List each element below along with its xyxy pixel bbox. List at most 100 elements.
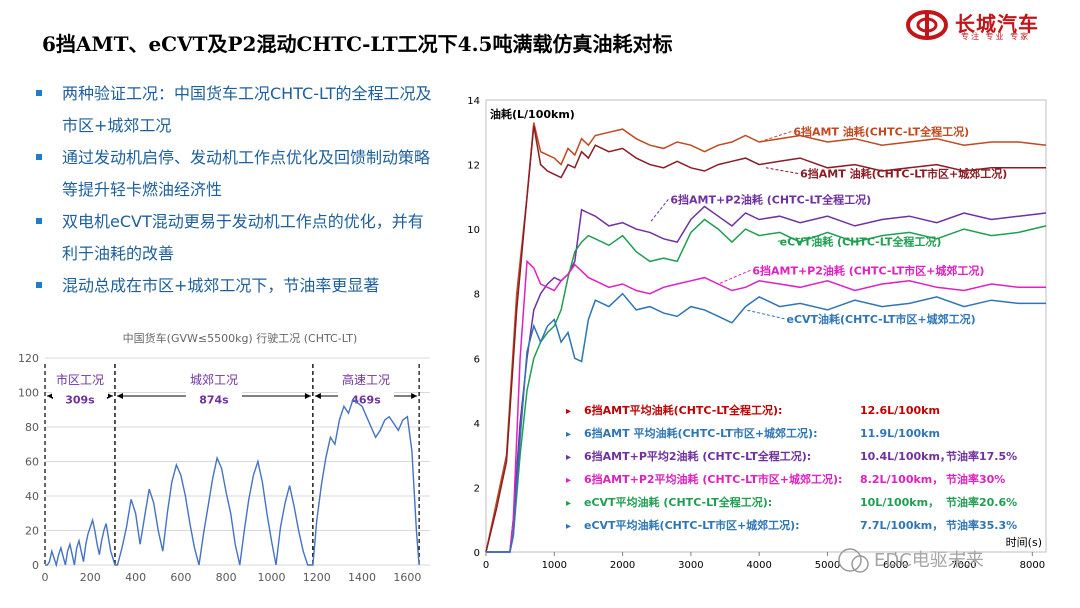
segment-name: 高速工况	[342, 372, 390, 387]
watermark-wechat-icon	[838, 548, 862, 572]
summary-value: 10L/100km，	[860, 496, 939, 509]
cycle-x-tick-label: 1600	[393, 571, 421, 584]
cycle-x-tick-label: 1400	[348, 571, 376, 584]
fuel-series-line	[486, 205, 1047, 553]
bullet-square-icon	[36, 282, 42, 288]
summary-label: eCVT平均油耗 (CHTC-LT全程工况):	[584, 495, 772, 509]
segment-arrowhead	[314, 392, 321, 399]
segment-duration: 874s	[199, 394, 229, 407]
cycle-x-tick-label: 400	[125, 571, 146, 584]
segment-duration: 309s	[65, 394, 95, 407]
summary-label: 6挡AMT+P2平均油耗 (CHTC-LT市区+城郊工况):	[584, 472, 842, 486]
cycle-y-tick-label: 40	[25, 490, 39, 503]
series-callout-arrow	[745, 309, 785, 320]
summary-bullet-icon: ▸	[566, 429, 571, 440]
segment-label-bg	[185, 364, 242, 397]
summary-value: 12.6L/100km	[860, 404, 940, 417]
series-callout-arrow	[765, 167, 799, 174]
bullet-list: 两种验证工况：中国货车工况CHTC-LT的全程工况及市区+城郊工况 通过发动机启…	[36, 78, 436, 302]
bullet-text: 混动总成在市区+城郊工况下，节油率更显著	[62, 276, 380, 295]
segment-name: 市区工况	[56, 372, 104, 387]
series-callout-arrow	[717, 269, 751, 285]
fuel-x-tick-label: 8000	[1020, 560, 1045, 571]
series-callout-label: 6挡AMT 油耗(CHTC-LT全程工况)	[793, 125, 969, 139]
fuel-series-line	[485, 122, 1047, 553]
cycle-y-tick-label: 80	[25, 421, 39, 434]
segment-duration: 469s	[351, 394, 381, 407]
fuel-y-tick-label: 14	[467, 96, 480, 107]
plot-area	[485, 99, 1047, 553]
summary-saving: 节油率17.5%	[946, 449, 1017, 463]
series-callout-arrow	[759, 131, 792, 143]
fuel-x-tick-label: 0	[483, 560, 489, 571]
cycle-x-tick-label: 600	[170, 571, 191, 584]
cycle-x-tick-label: 1000	[257, 571, 285, 584]
summary-value: 11.9L/100km	[860, 427, 940, 440]
fuel-y-tick-label: 10	[467, 225, 480, 236]
fuel-series-line	[486, 259, 1046, 553]
bullet-square-icon	[36, 154, 42, 160]
watermark-text: EDC电驱未来	[874, 550, 984, 571]
series-callout-label: eCVT油耗 (CHTC-LT全程工况)	[780, 234, 942, 248]
segment-arrowhead	[47, 392, 53, 399]
summary-value: 7.7L/100km，	[860, 519, 943, 532]
cycle-y-tick-label: 20	[25, 525, 39, 538]
fuel-y-tick-label: 0	[474, 548, 480, 559]
cycle-y-tick-label: 60	[25, 456, 39, 469]
series-callout-label: eCVT油耗(CHTC-LT市区+城郊工况)	[786, 312, 975, 326]
fuel-x-tick-label: 6000	[883, 560, 908, 571]
brand-name: 长城汽车	[955, 12, 1039, 36]
fuel-y-tick-label: 4	[474, 419, 480, 430]
brand-logo: 长城汽车 专注 专业 专家	[905, 8, 1075, 42]
summary-saving: 节油率20.6%	[946, 495, 1017, 509]
fuel-y-tick-label: 2	[474, 483, 480, 494]
cycle-y-tick-label: 100	[18, 387, 39, 400]
segment-label-bg	[51, 364, 108, 397]
fuel-x-tick-label: 5000	[815, 560, 840, 571]
fuel-x-axis-label: 时间(s)	[1006, 536, 1042, 549]
watermark-wechat-icon	[851, 555, 869, 573]
cycle-x-tick-label: 200	[80, 571, 101, 584]
series-callout-label: 6挡AMT 油耗(CHTC-LT市区+城郊工况)	[800, 166, 1007, 180]
fuel-x-tick-label: 7000	[951, 560, 976, 571]
cycle-y-tick-label: 0	[32, 559, 39, 572]
cycle-x-tick-label: 0	[42, 571, 49, 584]
fuel-series-line	[486, 292, 1046, 553]
fuel-consumption-chart: 0 2 4 6 8 10 12 14 0 1000 2000 3000 4000 5000 6000 7000…	[467, 96, 1047, 573]
cycle-chart-title: 中国货车(GVW≤5500kg) 行驶工况 (CHTC-LT)	[123, 331, 358, 345]
summary-bullet-icon: ▸	[566, 498, 571, 509]
fuel-x-tick-label: 4000	[746, 560, 771, 571]
bullet-item: 双电机eCVT混动更易于发动机工作点的优化，并有利于油耗的改善	[36, 206, 436, 270]
segment-label-bg	[338, 364, 395, 397]
summary-bullet-icon: ▸	[566, 452, 571, 463]
series-callout-arrow	[777, 235, 821, 242]
page-title: 6挡AMT、eCVT及P2混动CHTC-LT工况下4.5吨满载仿真油耗对标	[42, 32, 673, 56]
bullet-item: 两种验证工况：中国货车工况CHTC-LT的全程工况及市区+城郊工况	[36, 78, 436, 142]
segment-arrowhead	[411, 392, 418, 399]
fuel-y-tick-label: 8	[474, 290, 480, 301]
summary-bullet-icon: ▸	[566, 406, 571, 417]
summary-label: 6挡AMT 平均油耗(CHTC-LT市区+城郊工况):	[584, 426, 817, 440]
summary-value: 8.2L/100km，	[860, 473, 943, 486]
bullet-text: 通过发动机启停、发动机工作点优化及回馈制动策略等提升轻卡燃油经济性	[62, 148, 431, 199]
summary-label: eCVT平均油耗(CHTC-LT市区+城郊工况):	[584, 518, 800, 532]
segment-arrowhead	[116, 392, 123, 399]
summary-label: 6挡AMT平均油耗(CHTC-LT全程工况):	[584, 403, 782, 417]
cycle-y-tick-label: 120	[18, 352, 39, 365]
brand-slogan: 专注 专业 专家	[961, 32, 1031, 41]
bullet-square-icon	[36, 218, 42, 224]
speed-trace-line	[45, 398, 420, 568]
summary-saving: 节油率30%	[946, 472, 1005, 486]
drive-cycle-chart: 中国货车(GVW≤5500kg) 行驶工况 (CHTC-LT) 0 20 40 60 80…	[18, 331, 430, 584]
fuel-y-tick-label: 12	[467, 161, 480, 172]
fuel-x-tick-label: 1000	[542, 560, 567, 571]
segment-arrowhead	[304, 392, 311, 399]
bullet-square-icon	[36, 90, 42, 96]
series-callout-label: 6挡AMT+P2油耗 (CHTC-LT市区+城郊工况)	[752, 263, 984, 277]
bullet-item: 通过发动机启停、发动机工作点优化及回馈制动策略等提升轻卡燃油经济性	[36, 142, 436, 206]
fuel-x-tick-label: 2000	[610, 560, 635, 571]
fuel-y-axis-label: 油耗(L/100km)	[490, 107, 575, 121]
series-callout-label: 6挡AMT+P2油耗 (CHTC-LT全程工况)	[670, 192, 871, 206]
summary-label: 6挡AMT+P平均2油耗 (CHTC-LT全程工况):	[584, 449, 811, 463]
fuel-series-line	[485, 125, 1046, 553]
